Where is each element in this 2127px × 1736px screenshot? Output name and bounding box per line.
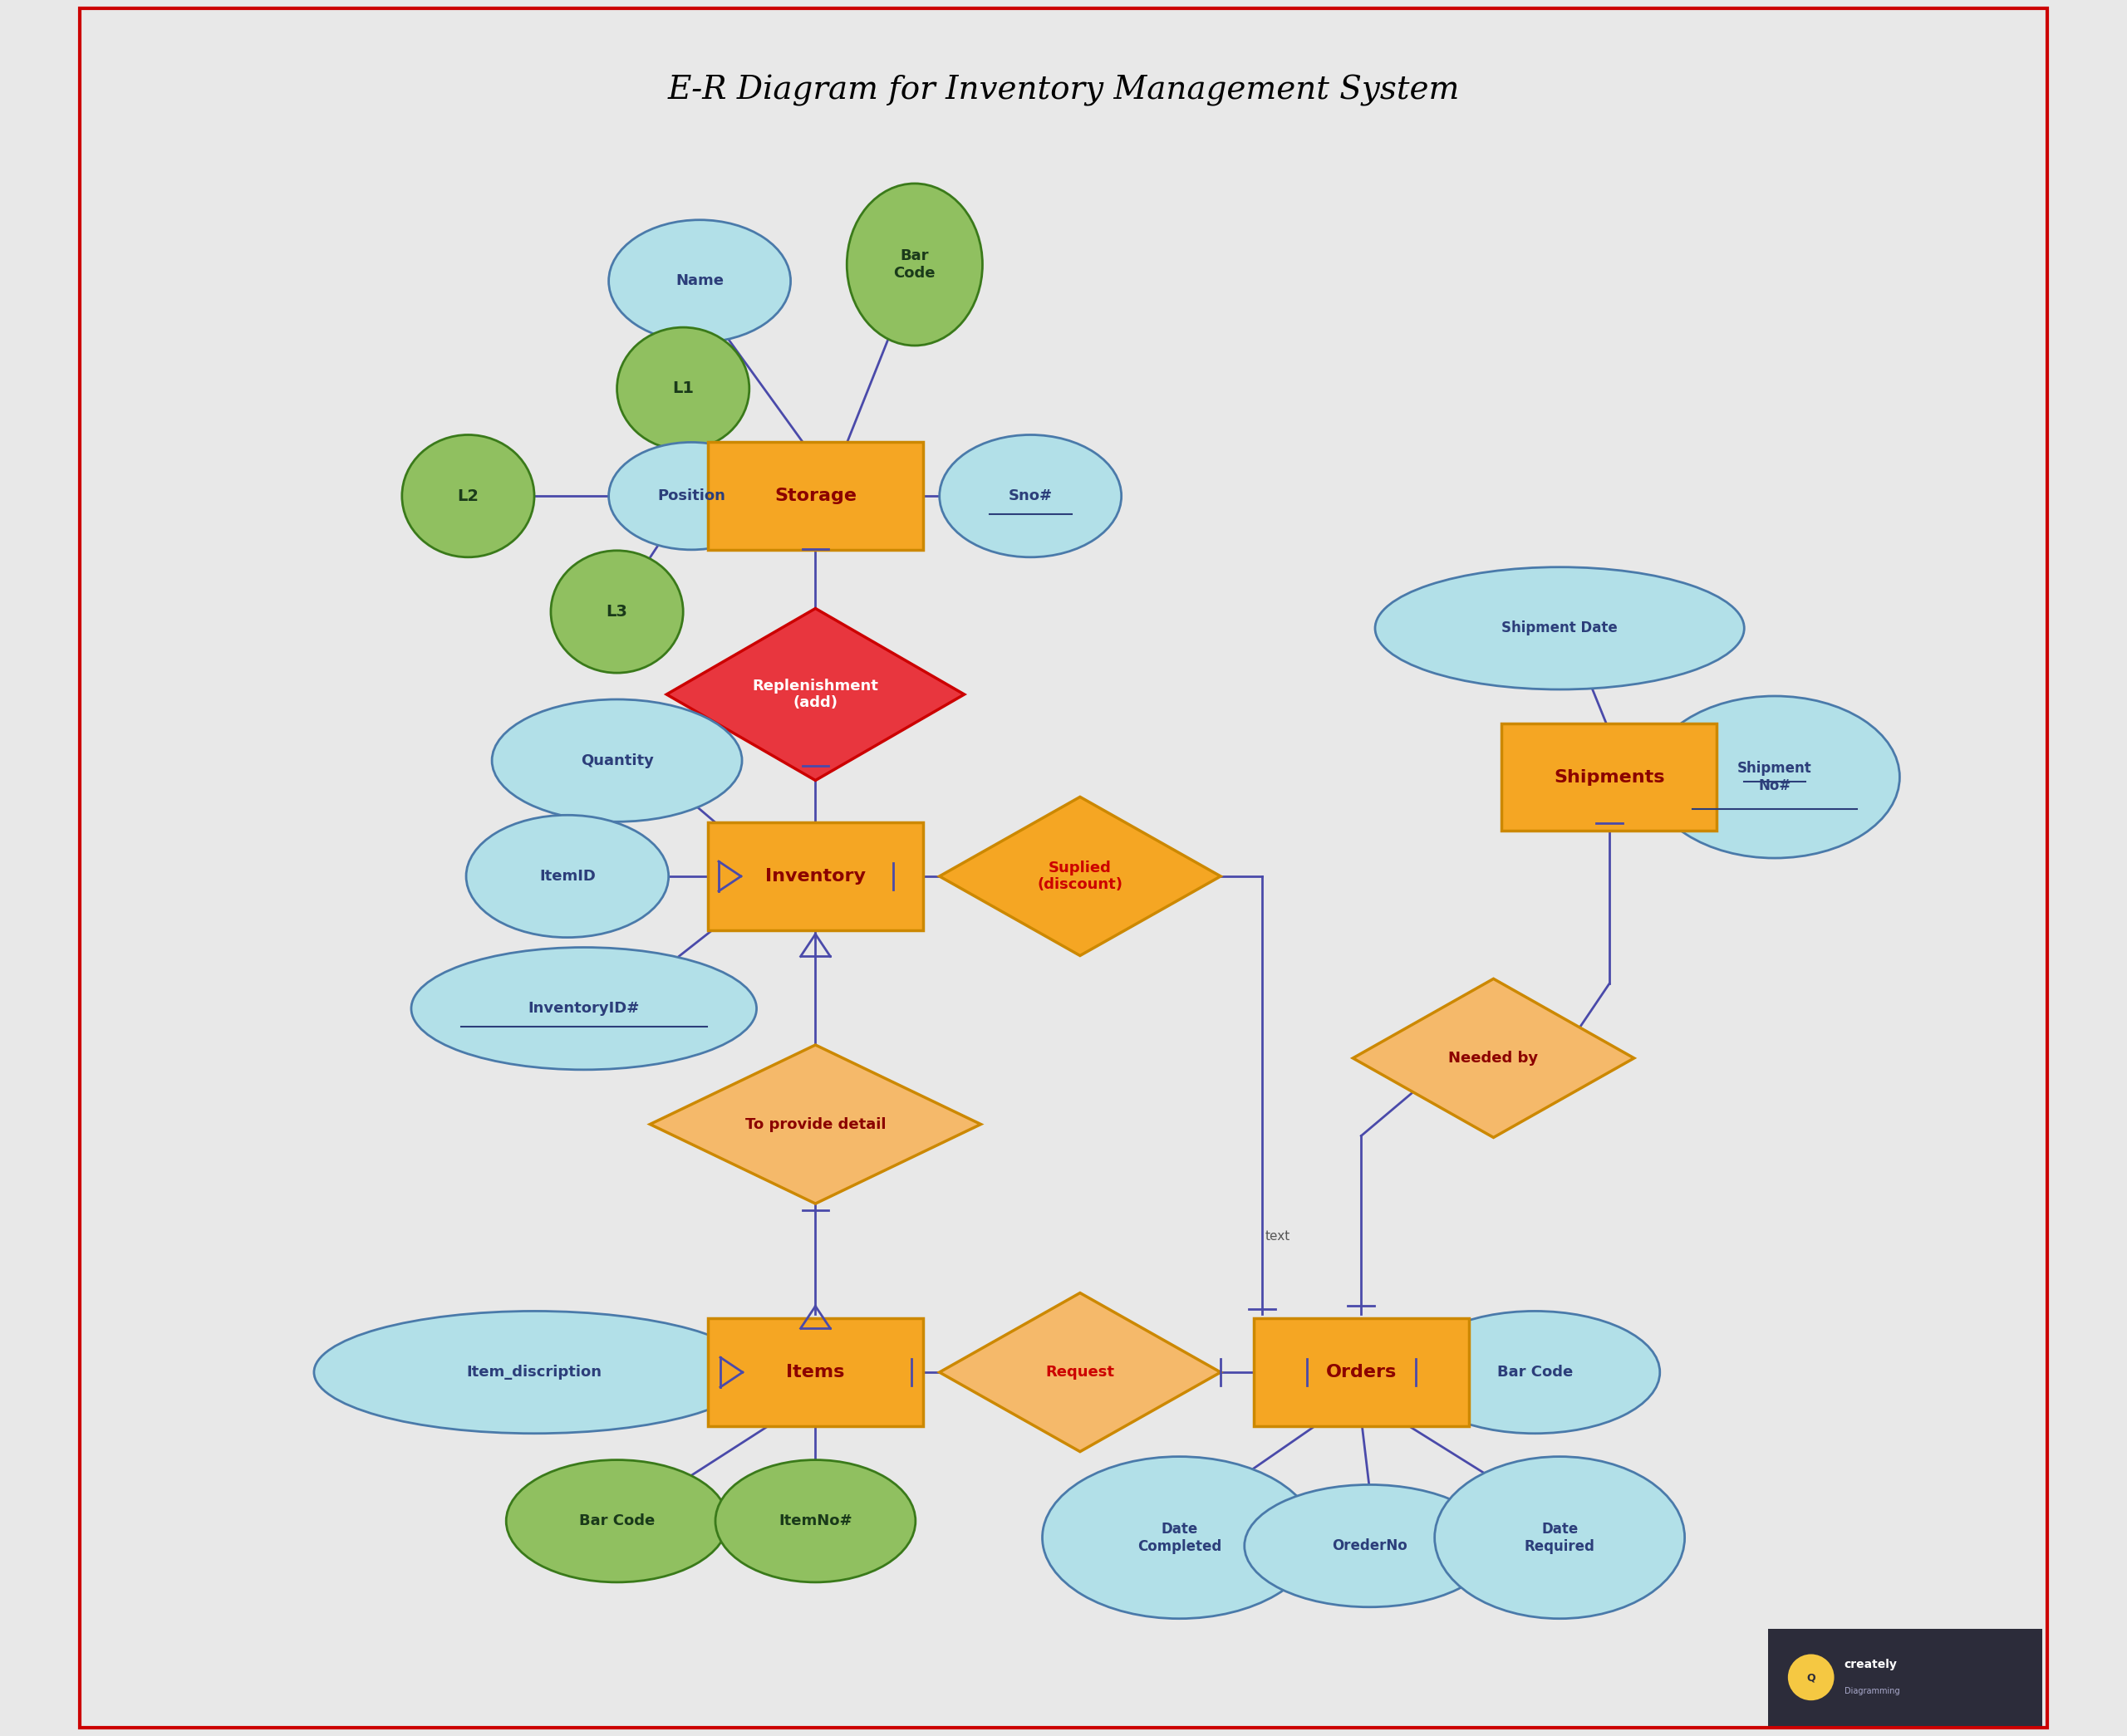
FancyBboxPatch shape <box>1502 724 1716 832</box>
Ellipse shape <box>491 700 742 821</box>
Ellipse shape <box>1410 1311 1659 1434</box>
Ellipse shape <box>940 434 1121 557</box>
Text: Shipments: Shipments <box>1555 769 1665 785</box>
Text: Sno#: Sno# <box>1008 488 1053 503</box>
Ellipse shape <box>466 816 668 937</box>
Ellipse shape <box>608 220 791 342</box>
Text: Storage: Storage <box>774 488 857 503</box>
Text: Shipment Date: Shipment Date <box>1502 621 1619 635</box>
Text: Position: Position <box>657 488 725 503</box>
Polygon shape <box>666 608 964 781</box>
Text: creately: creately <box>1844 1660 1897 1670</box>
Text: Suplied
(discount): Suplied (discount) <box>1038 859 1123 892</box>
Polygon shape <box>940 1293 1221 1451</box>
Text: ItemID: ItemID <box>538 868 596 884</box>
FancyBboxPatch shape <box>1253 1319 1468 1425</box>
Ellipse shape <box>617 328 749 450</box>
FancyBboxPatch shape <box>708 823 923 930</box>
FancyBboxPatch shape <box>708 1319 923 1425</box>
Polygon shape <box>651 1045 981 1203</box>
Ellipse shape <box>1434 1457 1685 1618</box>
Text: Name: Name <box>676 274 723 288</box>
Text: Q: Q <box>1806 1674 1816 1684</box>
Text: text: text <box>1266 1231 1291 1243</box>
Text: OrederNo: OrederNo <box>1332 1538 1408 1554</box>
Polygon shape <box>940 797 1221 955</box>
Text: Orders: Orders <box>1325 1364 1397 1380</box>
Ellipse shape <box>1651 696 1899 858</box>
FancyBboxPatch shape <box>1768 1628 2042 1726</box>
Text: Inventory: Inventory <box>766 868 866 885</box>
Ellipse shape <box>402 434 534 557</box>
Ellipse shape <box>1244 1484 1495 1608</box>
Text: Shipment
No#: Shipment No# <box>1738 760 1812 793</box>
Circle shape <box>1789 1654 1833 1701</box>
Text: E-R Diagram for Inventory Management System: E-R Diagram for Inventory Management Sys… <box>668 75 1459 106</box>
Ellipse shape <box>551 550 683 674</box>
Text: Replenishment
(add): Replenishment (add) <box>753 679 878 710</box>
Ellipse shape <box>1042 1457 1317 1618</box>
Ellipse shape <box>411 948 757 1069</box>
Ellipse shape <box>1374 568 1744 689</box>
Polygon shape <box>1353 979 1634 1137</box>
Text: Needed by: Needed by <box>1448 1050 1538 1066</box>
Text: ItemNo#: ItemNo# <box>778 1514 853 1528</box>
Ellipse shape <box>315 1311 755 1434</box>
Text: Bar Code: Bar Code <box>579 1514 655 1528</box>
Text: Date
Required: Date Required <box>1525 1521 1595 1554</box>
Ellipse shape <box>506 1460 727 1581</box>
Text: L2: L2 <box>457 488 479 503</box>
FancyBboxPatch shape <box>708 443 923 550</box>
Text: Bar
Code: Bar Code <box>893 248 936 281</box>
Text: Date
Completed: Date Completed <box>1138 1521 1221 1554</box>
Text: To provide detail: To provide detail <box>744 1116 885 1132</box>
Ellipse shape <box>847 184 983 345</box>
Text: Diagramming: Diagramming <box>1844 1687 1899 1696</box>
Ellipse shape <box>608 443 774 550</box>
Text: Bar Code: Bar Code <box>1497 1364 1572 1380</box>
Text: Item_discription: Item_discription <box>466 1364 602 1380</box>
Text: InventoryID#: InventoryID# <box>527 1002 640 1016</box>
Text: L3: L3 <box>606 604 627 620</box>
Text: Quantity: Quantity <box>581 753 653 767</box>
Text: L1: L1 <box>672 380 693 396</box>
Text: Request: Request <box>1046 1364 1115 1380</box>
Text: Items: Items <box>787 1364 844 1380</box>
Ellipse shape <box>715 1460 915 1581</box>
